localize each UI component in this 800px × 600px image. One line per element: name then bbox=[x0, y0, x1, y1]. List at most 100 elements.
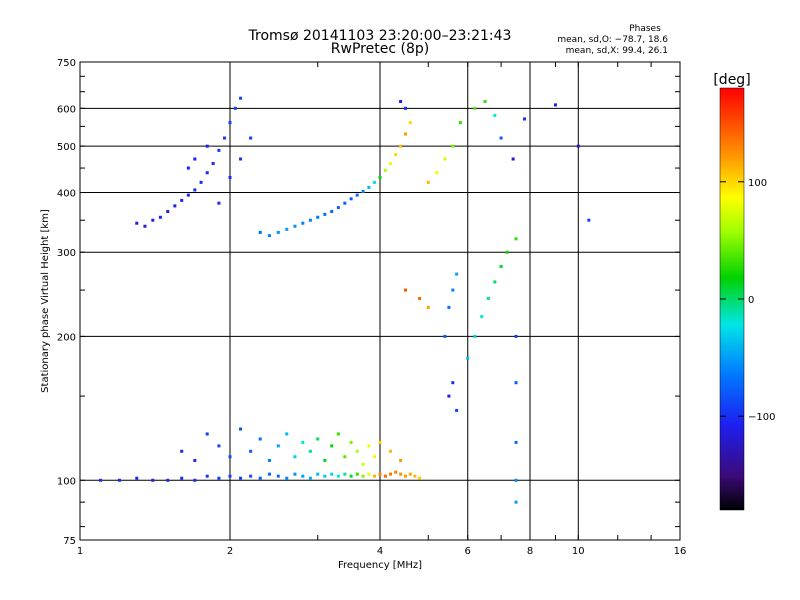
data-point bbox=[308, 476, 312, 480]
x-ticks: 1 2 4 6 8 10 16 bbox=[77, 62, 686, 557]
data-point bbox=[514, 381, 518, 385]
data-point bbox=[367, 444, 371, 448]
data-point bbox=[276, 230, 280, 234]
data-point bbox=[117, 478, 121, 482]
data-point bbox=[276, 474, 280, 478]
data-point bbox=[205, 171, 209, 175]
data-point bbox=[378, 440, 382, 444]
data-point bbox=[239, 476, 243, 480]
data-point bbox=[249, 449, 253, 453]
data-point bbox=[228, 474, 232, 478]
colorbar-tick-label: 0 bbox=[748, 295, 754, 306]
data-point bbox=[403, 132, 407, 136]
data-point bbox=[316, 437, 320, 441]
data-point bbox=[143, 224, 147, 228]
data-point bbox=[228, 455, 232, 459]
data-point bbox=[330, 210, 334, 214]
data-point bbox=[233, 106, 237, 110]
data-point bbox=[389, 449, 393, 453]
data-point bbox=[151, 478, 155, 482]
data-point bbox=[367, 185, 371, 189]
data-point bbox=[394, 470, 398, 474]
data-point bbox=[323, 458, 327, 462]
data-point bbox=[361, 462, 365, 466]
data-point bbox=[403, 474, 407, 478]
y-tick-label: 400 bbox=[57, 188, 76, 199]
data-point bbox=[267, 458, 271, 462]
data-point bbox=[336, 474, 340, 478]
data-point bbox=[217, 444, 221, 448]
data-point bbox=[349, 197, 353, 201]
data-point bbox=[466, 356, 470, 360]
data-point bbox=[493, 113, 497, 117]
data-point bbox=[158, 215, 162, 219]
data-point bbox=[383, 474, 387, 478]
data-point bbox=[378, 175, 382, 179]
data-point bbox=[499, 136, 503, 140]
data-point bbox=[276, 444, 280, 448]
data-point bbox=[417, 297, 421, 301]
data-point bbox=[258, 476, 262, 480]
data-point bbox=[223, 136, 227, 140]
data-point bbox=[408, 472, 412, 476]
data-point bbox=[193, 157, 197, 161]
data-point bbox=[323, 212, 327, 216]
data-point bbox=[199, 180, 203, 184]
data-point bbox=[514, 334, 518, 338]
data-point bbox=[217, 148, 221, 152]
data-point bbox=[426, 180, 430, 184]
data-point bbox=[399, 144, 403, 148]
data-point bbox=[361, 189, 365, 193]
x-tick-label: 6 bbox=[465, 546, 471, 557]
data-point bbox=[180, 449, 184, 453]
data-point bbox=[349, 440, 353, 444]
data-point bbox=[367, 472, 371, 476]
data-point bbox=[308, 449, 312, 453]
data-point bbox=[285, 227, 289, 231]
data-point bbox=[135, 476, 139, 480]
data-point bbox=[511, 157, 515, 161]
data-point bbox=[355, 449, 359, 453]
data-point bbox=[135, 221, 139, 225]
phase-stats-title: Phases bbox=[629, 24, 661, 34]
y-tick-label: 75 bbox=[63, 536, 76, 547]
data-point bbox=[239, 427, 243, 431]
data-point bbox=[514, 478, 518, 482]
data-point bbox=[473, 106, 477, 110]
x-axis-label: Frequency [MHz] bbox=[338, 560, 422, 571]
data-point bbox=[587, 218, 591, 222]
data-point bbox=[458, 121, 462, 125]
data-point bbox=[330, 444, 334, 448]
data-point bbox=[373, 474, 377, 478]
data-point bbox=[308, 218, 312, 222]
y-tick-label: 100 bbox=[57, 476, 76, 487]
data-point bbox=[180, 198, 184, 202]
data-point bbox=[399, 472, 403, 476]
data-point bbox=[239, 96, 243, 100]
y-tick-label: 300 bbox=[57, 248, 76, 259]
data-point bbox=[330, 472, 334, 476]
data-point bbox=[249, 474, 253, 478]
data-point bbox=[217, 201, 221, 205]
data-point bbox=[228, 175, 232, 179]
phase-stats-o: mean, sd,O: −78.7, 18.6 bbox=[557, 35, 668, 45]
y-axis-label: Stationary phase Virtual Height [km] bbox=[40, 209, 51, 393]
data-point bbox=[394, 153, 398, 157]
data-point bbox=[383, 168, 387, 172]
data-point bbox=[447, 305, 451, 309]
data-point bbox=[426, 305, 430, 309]
y-tick-label: 750 bbox=[57, 58, 76, 69]
colorbar-tick-label: −100 bbox=[748, 412, 775, 423]
data-point bbox=[417, 476, 421, 480]
data-point bbox=[249, 136, 253, 140]
data-point bbox=[361, 474, 365, 478]
data-point bbox=[373, 180, 377, 184]
data-point bbox=[151, 218, 155, 222]
data-point bbox=[389, 472, 393, 476]
data-point bbox=[473, 334, 477, 338]
data-point bbox=[285, 476, 289, 480]
data-point bbox=[493, 280, 497, 284]
data-point bbox=[267, 234, 271, 238]
data-point bbox=[301, 474, 305, 478]
colorbar-tick-label: 100 bbox=[748, 178, 767, 189]
